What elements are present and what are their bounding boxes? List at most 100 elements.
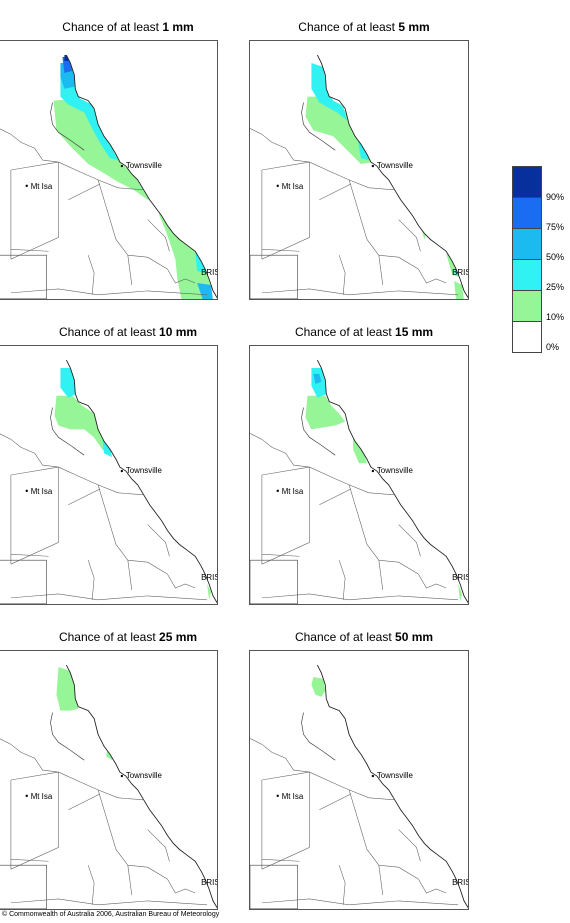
townsville-label: Townsville <box>377 771 414 780</box>
district-border <box>117 492 144 496</box>
map-svg: Townsville Mt Isa BRIS <box>0 359 217 604</box>
district-border <box>319 183 352 200</box>
legend-swatch-10 <box>512 291 542 322</box>
mt-isa-marker <box>25 184 28 188</box>
district-border <box>309 161 370 189</box>
district-border <box>10 898 208 906</box>
legend-swatch-90 <box>512 166 542 198</box>
mt-isa-label: Mt Isa <box>31 487 53 496</box>
district-border <box>418 573 447 589</box>
district-border <box>261 898 459 906</box>
map-1mm: Townsville Mt Isa BRIS <box>0 40 218 300</box>
mt-isa-marker <box>25 794 28 798</box>
inset-box <box>0 559 47 604</box>
mt-isa-marker <box>25 489 28 493</box>
district-border <box>368 797 395 801</box>
townsville-label: Townsville <box>126 466 163 475</box>
district-border <box>10 161 59 171</box>
townsville-marker <box>371 774 375 778</box>
district-border <box>0 128 59 163</box>
rain-probability-areas <box>305 62 465 299</box>
district-border <box>250 738 310 773</box>
district-border <box>117 797 144 801</box>
district-border <box>261 771 310 781</box>
mt-isa-marker <box>276 794 279 798</box>
district-border <box>127 865 133 895</box>
district-border <box>250 433 310 468</box>
gulf-coast <box>301 102 336 151</box>
district-border <box>261 772 310 870</box>
map-50mm: Townsville Mt Isa BRIS <box>249 650 469 910</box>
district-border <box>10 772 59 870</box>
townsville-label: Townsville <box>377 466 414 475</box>
district-border <box>97 789 168 880</box>
mt-isa-label: Mt Isa <box>282 487 304 496</box>
map-15mm: Townsville Mt Isa BRIS <box>249 345 469 605</box>
mt-isa-marker <box>276 184 279 188</box>
probability-legend: 90% 75% 50% 25% 10% 0% <box>512 166 564 353</box>
district-border <box>10 553 49 557</box>
brisbane-label: BRIS <box>201 878 217 887</box>
district-border <box>398 829 421 862</box>
rain-area-2 <box>311 367 328 398</box>
townsville-marker <box>120 164 124 168</box>
district-border <box>338 255 346 295</box>
district-border <box>167 573 196 589</box>
map-svg: Townsville Mt Isa BRIS <box>250 54 468 299</box>
district-border <box>68 183 101 200</box>
legend-label-50: 50% <box>546 252 565 262</box>
district-border <box>418 878 447 894</box>
district-border <box>309 466 370 494</box>
district-border <box>147 829 170 862</box>
gulf-coast <box>50 407 85 456</box>
townsville-label: Townsville <box>377 161 414 170</box>
legend-swatch-25 <box>512 260 542 291</box>
brisbane-label: BRIS <box>452 878 468 887</box>
district-border <box>378 865 384 895</box>
mt-isa-marker <box>276 489 279 493</box>
rain-area-0 <box>305 395 346 430</box>
district-border <box>261 161 310 171</box>
district-border <box>348 789 419 880</box>
district-border <box>147 524 170 557</box>
district-border <box>398 219 421 252</box>
map-svg: Townsville Mt Isa BRIS <box>250 664 468 909</box>
mt-isa-label: Mt Isa <box>31 182 53 191</box>
district-border <box>418 268 447 284</box>
district-border <box>338 865 346 905</box>
district-border <box>58 466 119 494</box>
map-25mm: Townsville Mt Isa BRIS <box>0 650 218 910</box>
gulf-coast <box>301 407 336 456</box>
district-border <box>0 433 59 468</box>
townsville-marker <box>120 774 124 778</box>
map-10mm: Townsville Mt Isa BRIS <box>0 345 218 605</box>
district-border <box>338 560 346 600</box>
map-5mm: Townsville Mt Isa BRIS <box>249 40 469 300</box>
rain-probability-areas <box>54 367 212 600</box>
coastline <box>65 54 217 299</box>
inset-box <box>0 254 47 299</box>
coastline <box>316 664 468 909</box>
inset-box <box>250 254 298 299</box>
panel-title-25mm: Chance of at least 25 mm <box>58 630 198 644</box>
district-border <box>10 593 208 601</box>
district-border <box>368 187 395 191</box>
district-border <box>378 255 384 285</box>
gulf-coast <box>301 712 336 761</box>
legend-label-90: 90% <box>546 192 565 202</box>
district-border <box>261 162 310 260</box>
district-border <box>10 467 59 565</box>
inset-box <box>0 864 47 909</box>
district-border <box>68 793 101 810</box>
district-border <box>10 771 59 781</box>
district-border <box>127 560 133 590</box>
coastline <box>316 54 468 299</box>
mt-isa-label: Mt Isa <box>282 792 304 801</box>
district-border <box>87 560 95 600</box>
district-border <box>127 255 133 285</box>
district-border <box>309 771 370 799</box>
gulf-coast <box>50 102 85 151</box>
panel-title-15mm: Chance of at least 15 mm <box>294 325 434 339</box>
district-border <box>87 865 95 905</box>
copyright-footer: © Commonwealth of Australia 2006, Austra… <box>2 911 220 918</box>
